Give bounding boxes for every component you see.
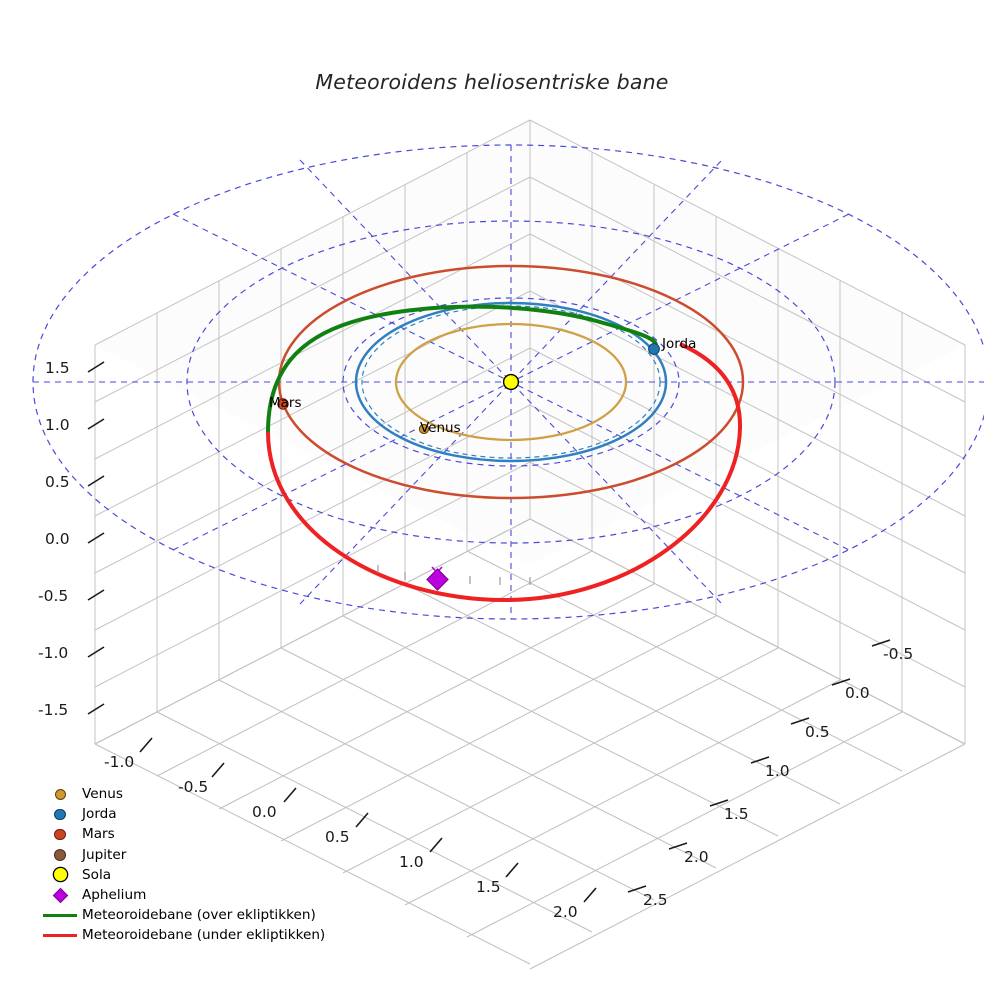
label-jorda: Jorda bbox=[662, 336, 697, 352]
legend-label-sola: Sola bbox=[82, 866, 112, 883]
x-tick-4: 1.0 bbox=[399, 853, 424, 871]
legend-item-venus[interactable]: Venus bbox=[38, 784, 338, 804]
marker-sola[interactable] bbox=[502, 373, 520, 391]
grid-lines bbox=[94, 119, 966, 745]
meteoroid-over-line-icon bbox=[38, 905, 82, 925]
legend-item-jupiter[interactable]: Jupiter bbox=[38, 845, 338, 865]
floor-grid bbox=[94, 518, 966, 970]
marker-aphelium[interactable] bbox=[426, 568, 449, 591]
legend-item-meteoroid-under[interactable]: Meteoroidebane (under ekliptikken) bbox=[38, 925, 338, 945]
x-tick-6: 2.0 bbox=[553, 903, 578, 921]
x-tick-2: 0.0 bbox=[252, 803, 277, 821]
z-tick-3: 0.0 bbox=[45, 530, 70, 548]
legend-item-meteoroid-over[interactable]: Meteoroidebane (over ekliptikken) bbox=[38, 905, 338, 925]
legend-label-venus: Venus bbox=[82, 786, 123, 803]
orbit-meteoroid-over bbox=[266, 304, 658, 433]
orbit-meteoroid-under bbox=[266, 342, 743, 603]
marker-mars[interactable] bbox=[277, 398, 289, 410]
y-tick-2: 0.5 bbox=[805, 723, 830, 741]
x-tick-0: -1.0 bbox=[104, 753, 135, 771]
y-tick-0: -0.5 bbox=[883, 645, 914, 663]
y-tick-6: 2.5 bbox=[643, 891, 668, 909]
legend-item-aphelium[interactable]: Aphelium bbox=[38, 885, 338, 905]
legend-label-aphelium: Aphelium bbox=[82, 887, 147, 904]
aphelium-diamond-icon bbox=[38, 885, 82, 905]
page-title: Meteoroidens heliosentriske bane bbox=[315, 70, 669, 94]
x-tick-3: 0.5 bbox=[325, 828, 350, 846]
z-tick-5: -1.0 bbox=[38, 644, 69, 662]
orbit-venus bbox=[394, 322, 628, 442]
aphelion-tick-marks bbox=[377, 565, 531, 585]
legend-label-jupiter: Jupiter bbox=[82, 846, 127, 863]
legend-label-jorda: Jorda bbox=[82, 806, 117, 823]
mars-dot-icon bbox=[38, 824, 82, 844]
z-tick-2: 0.5 bbox=[45, 473, 70, 491]
meteoroid-under-line-icon bbox=[38, 925, 82, 945]
orbit-jorda bbox=[354, 301, 668, 463]
z-tick-1: 1.0 bbox=[45, 416, 70, 434]
z-tick-0: 1.5 bbox=[45, 359, 70, 377]
x-tick-5: 1.5 bbox=[476, 878, 501, 896]
y-tick-3: 1.0 bbox=[765, 762, 790, 780]
label-venus: Venus bbox=[420, 420, 461, 436]
y-tick-4: 1.5 bbox=[724, 805, 749, 823]
z-tick-6: -1.5 bbox=[38, 701, 69, 719]
legend-item-sola[interactable]: Sola bbox=[38, 865, 338, 885]
legend-item-jorda[interactable]: Jorda bbox=[38, 804, 338, 824]
legend: Venus Jorda Mars Jupiter Sola bbox=[38, 784, 338, 946]
legend-label-mars: Mars bbox=[82, 826, 115, 843]
x-tick-1: -0.5 bbox=[178, 778, 209, 796]
legend-item-mars[interactable]: Mars bbox=[38, 824, 338, 844]
y-tick-5: 2.0 bbox=[684, 848, 709, 866]
marker-venus[interactable] bbox=[418, 423, 430, 435]
sola-dot-icon bbox=[38, 865, 82, 885]
z-tick-4: -0.5 bbox=[38, 587, 69, 605]
marker-jorda[interactable] bbox=[648, 343, 660, 355]
legend-label-meteoroid-over: Meteoroidebane (over ekliptikken) bbox=[82, 907, 316, 924]
axis-tick-marks bbox=[87, 361, 891, 903]
y-tick-1: 0.0 bbox=[845, 684, 870, 702]
venus-dot-icon bbox=[38, 784, 82, 804]
jupiter-dot-icon bbox=[38, 845, 82, 865]
label-mars: Mars bbox=[269, 395, 302, 411]
legend-label-meteoroid-under: Meteoroidebane (under ekliptikken) bbox=[82, 927, 326, 944]
jorda-dot-icon bbox=[38, 804, 82, 824]
